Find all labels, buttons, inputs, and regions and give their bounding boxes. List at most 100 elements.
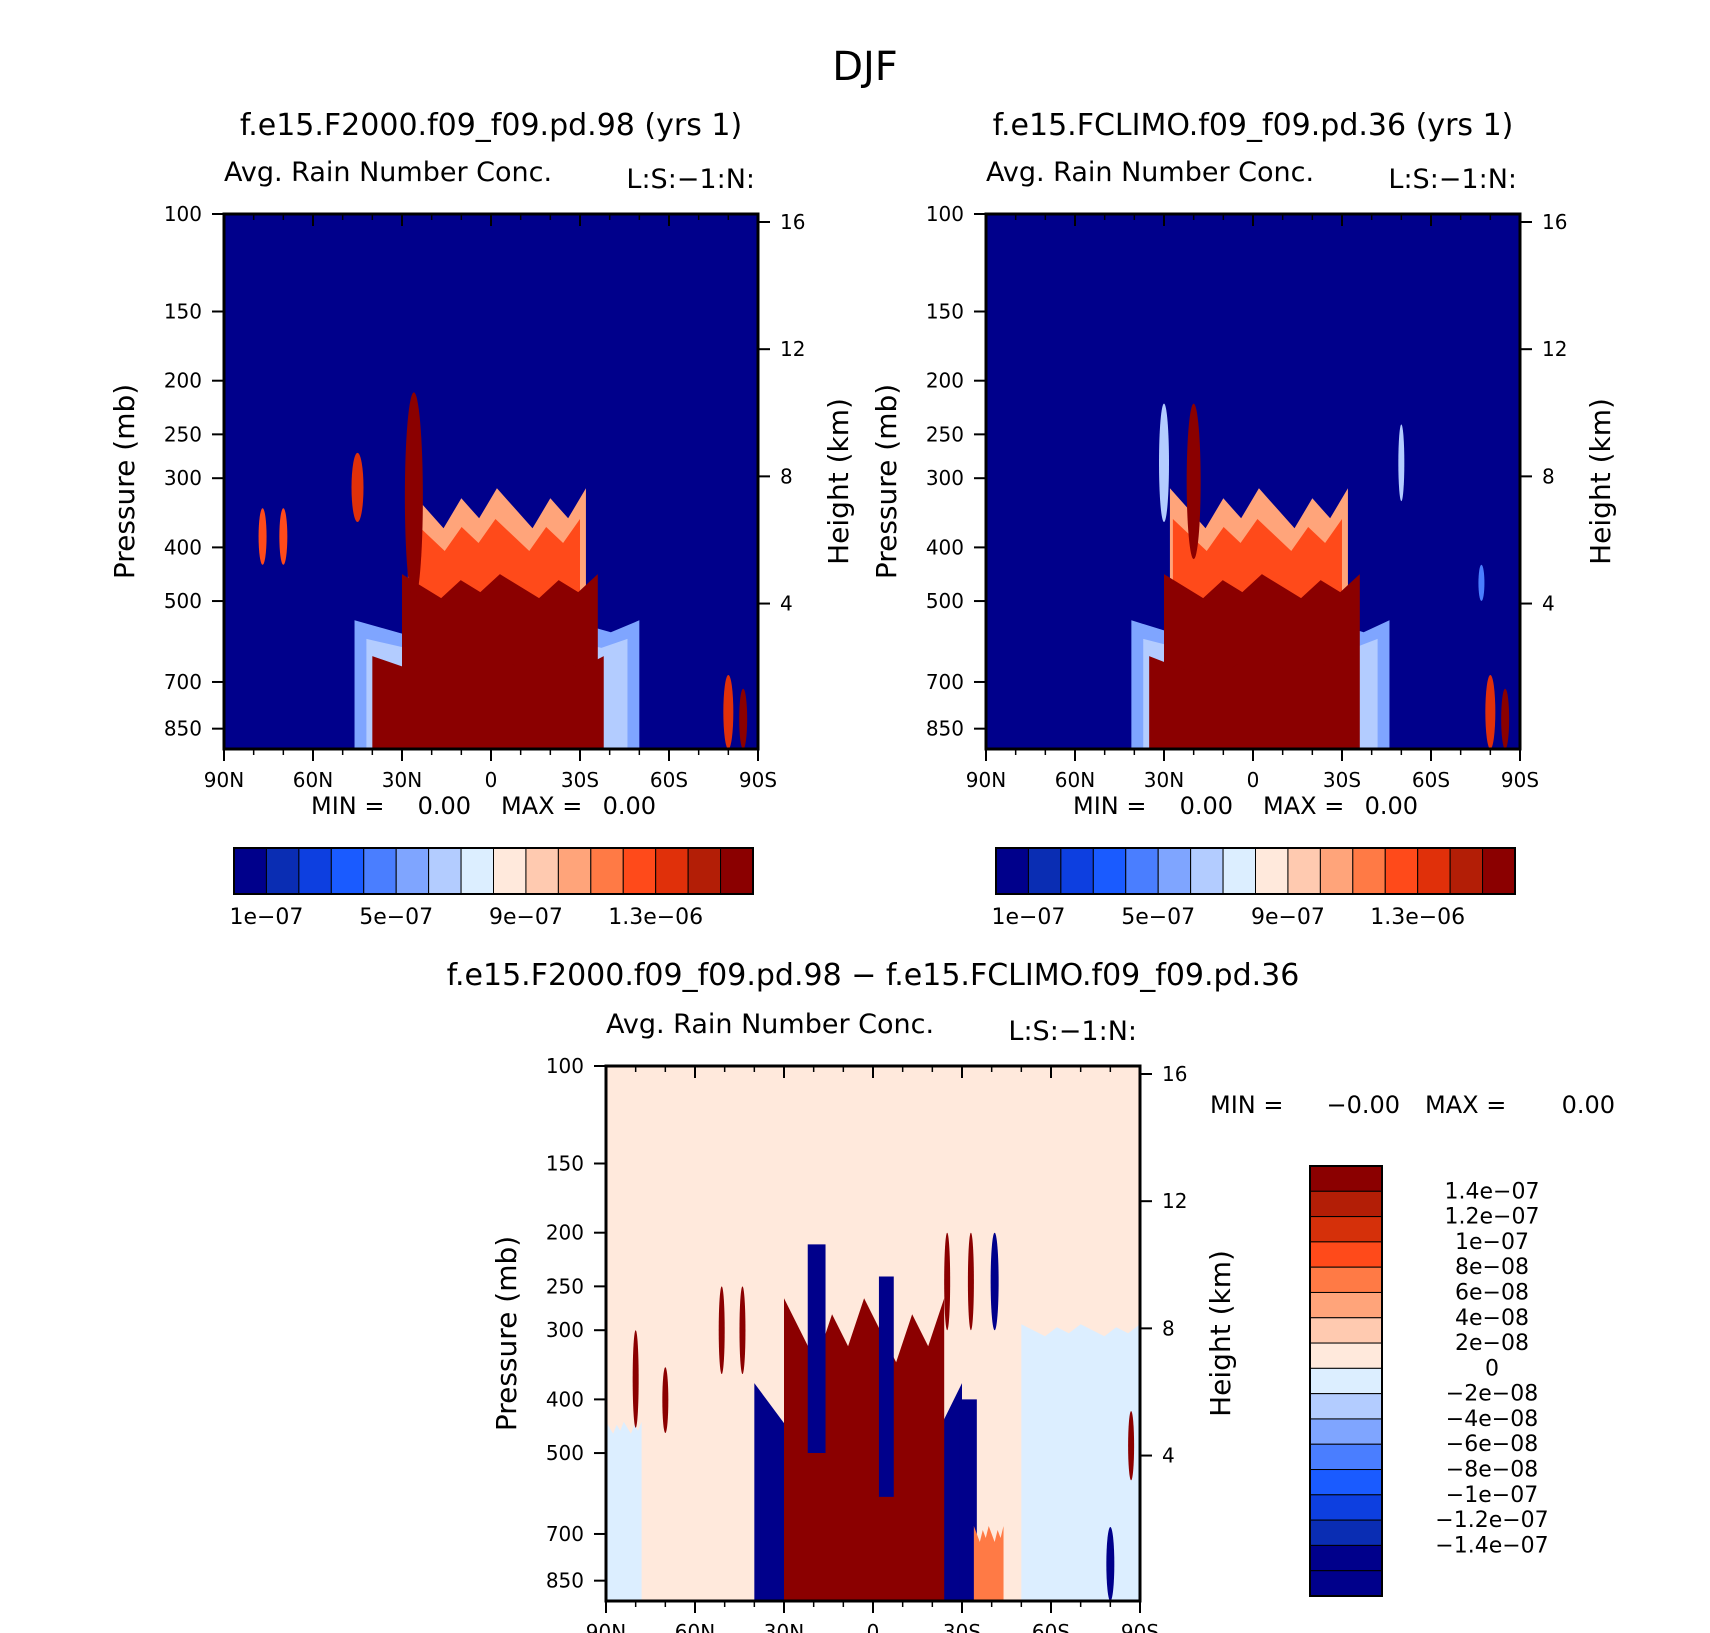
field-plume [1485, 675, 1496, 749]
colorbar-frame [1309, 1165, 1383, 1597]
colorbar-cell [1309, 1570, 1383, 1597]
field-neg-streak [959, 1399, 977, 1601]
y2-tick-label: 4 [780, 592, 793, 616]
y2-tick-label: 16 [780, 210, 805, 234]
min-label: MIN = [311, 792, 384, 820]
field-core-low [372, 656, 604, 749]
y2-tick-label: 4 [1542, 592, 1555, 616]
max-label: MAX = [1425, 1091, 1506, 1119]
x-tick-label: 30S [561, 768, 599, 792]
y2-tick-label: 8 [1162, 1316, 1175, 1340]
field-plume [1128, 1411, 1135, 1481]
y-tick-label: 500 [546, 1441, 584, 1465]
field-plume [404, 392, 423, 602]
y-tick-label: 200 [164, 369, 202, 393]
colorbar-frame [233, 847, 754, 895]
field-light-neg [1021, 1324, 1140, 1601]
colorbar-cell [1319, 847, 1354, 895]
colorbar-label: 1e−07 [991, 905, 1065, 930]
colorbar-label: 9e−07 [1251, 905, 1325, 930]
x-tick-label: 60S [1032, 1620, 1070, 1633]
field-plume [632, 1330, 639, 1428]
colorbar-cell [1287, 847, 1321, 895]
panel-annotation: L:S:−1:N: [1008, 1016, 1137, 1047]
colorbar-cell [1309, 1367, 1383, 1395]
heatmap-field [224, 214, 758, 749]
colorbar-label: −1.2e−07 [1435, 1508, 1548, 1533]
y-tick-label: 100 [926, 202, 964, 226]
max-label: MAX = [1263, 792, 1344, 820]
field-plume [967, 1232, 974, 1331]
colorbar-label: 5e−07 [1121, 905, 1195, 930]
colorbar-cell [1309, 1519, 1383, 1546]
y-tick-label: 500 [164, 589, 202, 613]
colorbar-label: 6e−08 [1455, 1280, 1529, 1305]
field-plume [258, 508, 267, 565]
panel-title: f.e15.F2000.f09_f09.pd.98 − f.e15.FCLIMO… [447, 958, 1300, 993]
figure-title: DJF [832, 44, 898, 90]
colorbar-cell [298, 847, 332, 895]
colorbar-cell [1309, 1291, 1383, 1319]
colorbar-cell [1309, 1418, 1383, 1445]
y-tick-label: 300 [546, 1318, 584, 1342]
y2-tick-label: 12 [1162, 1189, 1187, 1213]
colorbar-cell [1482, 847, 1516, 895]
x-tick-label: 0 [485, 768, 498, 792]
x-tick-label: 90N [204, 768, 244, 792]
colorbar-cell [395, 847, 430, 895]
colorbar-cell [1309, 1393, 1383, 1420]
y-tick-label: 200 [926, 369, 964, 393]
min-max: MIN = −0.00 MAX = 0.00 [1210, 1091, 1615, 1119]
colorbar-cell [1309, 1317, 1383, 1344]
y-tick-label: 850 [546, 1569, 584, 1593]
field-plume [944, 1232, 951, 1331]
colorbar-cell [655, 847, 689, 895]
y-axis-label: Pressure (mb) [870, 384, 903, 579]
y2-tick-label: 4 [1162, 1444, 1175, 1468]
x-tick-label: 30N [1144, 768, 1184, 792]
field-pos-edge [973, 1525, 1004, 1601]
x-tick-label: 30S [943, 1620, 981, 1633]
max-value: 0.00 [603, 792, 656, 820]
colorbar-cell [1352, 847, 1386, 895]
colorbar-cell [1449, 847, 1484, 895]
y-tick-label: 200 [546, 1221, 584, 1245]
colorbar: 1.4e−071.2e−071e−078e−086e−084e−082e−080… [1309, 1165, 1549, 1597]
x-tick-label: 90S [739, 768, 777, 792]
colorbar-label: 1.2e−07 [1445, 1205, 1540, 1230]
x-tick-label: 60N [1055, 768, 1095, 792]
colorbar-label: 1e−07 [1455, 1230, 1529, 1255]
min-label: MIN = [1073, 792, 1146, 820]
panel-annotation: L:S:−1:N: [1388, 164, 1517, 195]
colorbar-cell [1125, 847, 1159, 895]
y2-axis-label: Height (km) [1204, 1250, 1237, 1417]
x-tick-label: 90S [1121, 1620, 1159, 1633]
colorbar-cell [1309, 1544, 1383, 1572]
x-tick-label: 90S [1501, 768, 1539, 792]
colorbar-cell [687, 847, 722, 895]
x-tick-label: 60S [1412, 768, 1450, 792]
y-tick-label: 300 [164, 466, 202, 490]
colorbar-cell [1092, 847, 1127, 895]
colorbar-cell [1309, 1165, 1383, 1192]
colorbar-label: −1e−07 [1446, 1483, 1538, 1508]
y2-tick-label: 8 [780, 464, 793, 488]
colorbar-cell [1309, 1266, 1383, 1293]
y-tick-label: 100 [546, 1054, 584, 1078]
field-plume [1398, 424, 1405, 502]
colorbar-label: −8e−08 [1446, 1458, 1538, 1483]
colorbar-label: 9e−07 [489, 905, 563, 930]
colorbar-cell [525, 847, 559, 895]
colorbar-label: 1.3e−06 [608, 905, 703, 930]
y-tick-label: 850 [164, 717, 202, 741]
colorbar-cell [233, 847, 267, 895]
y2-axis-label: Height (km) [822, 398, 855, 565]
colorbar-label: −1.4e−07 [1435, 1533, 1548, 1558]
colorbar-cell [1309, 1190, 1383, 1218]
panel-title: f.e15.FCLIMO.f09_f09.pd.36 (yrs 1) [993, 108, 1514, 143]
field-neg-streak [878, 1276, 894, 1497]
y-tick-label: 500 [926, 589, 964, 613]
colorbar-frame [995, 847, 1516, 895]
field-plume [1159, 403, 1169, 523]
x-tick-label: 90N [966, 768, 1006, 792]
